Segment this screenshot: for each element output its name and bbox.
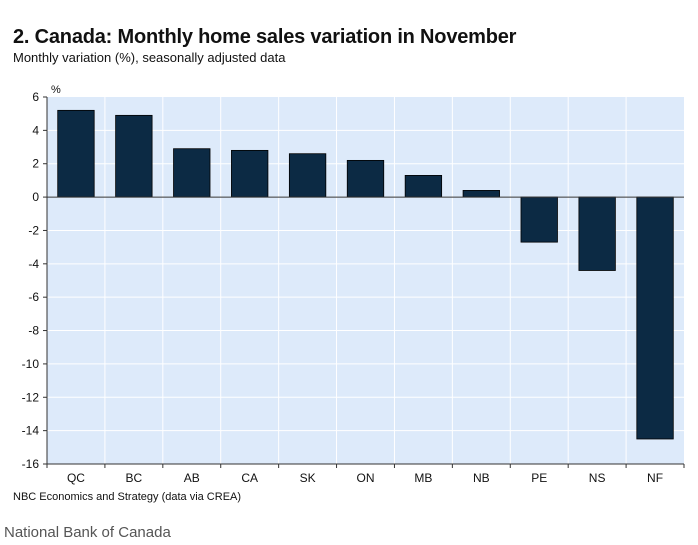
x-tick-label: SK [300, 471, 316, 485]
x-tick-label: NS [589, 471, 606, 485]
bar-ns [578, 196, 616, 271]
y-tick-label: -10 [22, 357, 40, 371]
x-tick-label: AB [184, 471, 200, 485]
source-note: NBC Economics and Strategy (data via CRE… [13, 491, 242, 503]
bar-sk [288, 153, 327, 198]
chart-title: 2. Canada: Monthly home sales variation … [13, 26, 517, 48]
credit-line: National Bank of Canada [4, 524, 171, 541]
y-tick-label: -4 [28, 257, 39, 271]
chart-subtitle: Monthly variation (%), seasonally adjust… [13, 50, 286, 65]
y-tick-label: -14 [22, 424, 40, 438]
bar-nf [636, 196, 674, 440]
y-tick-label: -8 [28, 324, 39, 338]
y-tick-label: -12 [22, 390, 40, 404]
y-tick-labels: 6 4 2 0 -2 -4 -6 -8 -10 -12 -14 -16 [22, 90, 40, 471]
x-tick-label: BC [126, 471, 143, 485]
x-tick-label: MB [414, 471, 432, 485]
bar-qc [57, 109, 95, 198]
x-tick-label: QC [67, 471, 85, 485]
bar-on [346, 159, 385, 198]
x-tick-label: NF [647, 471, 663, 485]
axes [43, 96, 685, 468]
y-tick-label: -2 [28, 223, 39, 237]
y-tick-label: -6 [28, 290, 39, 304]
bar-ab [173, 148, 211, 198]
y-tick-label: 6 [32, 90, 39, 104]
y-axis-unit-label: % [51, 84, 61, 96]
x-tick-label: PE [531, 471, 547, 485]
x-tick-labels: QC BC AB CA SK ON MB NB PE NS NF [67, 471, 663, 485]
y-tick-label: 2 [32, 157, 39, 171]
y-tick-label: 4 [32, 123, 39, 137]
bar-ca [231, 149, 269, 198]
bar-bc [115, 114, 153, 198]
bar-nb [462, 190, 500, 198]
bar-pe [520, 196, 558, 243]
bar-mb [404, 175, 443, 198]
gridlines [47, 97, 684, 464]
x-tick-label: ON [357, 471, 375, 485]
y-tick-label: -16 [22, 457, 40, 471]
bars [57, 109, 674, 440]
x-tick-label: CA [241, 471, 258, 485]
x-tick-label: NB [473, 471, 490, 485]
plot-area [47, 97, 684, 464]
y-tick-label: 0 [32, 190, 39, 204]
